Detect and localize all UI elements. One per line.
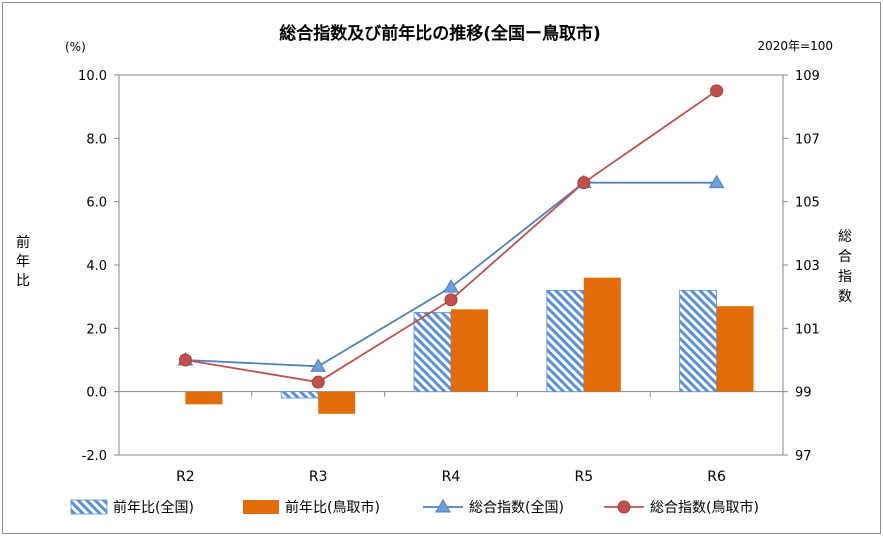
legend-marker xyxy=(435,499,451,513)
axis-label-char: 年 xyxy=(16,254,30,270)
point-triangle xyxy=(708,174,725,189)
bar xyxy=(185,391,223,405)
right-tick-label: 105 xyxy=(795,196,820,211)
point-triangle xyxy=(443,279,459,293)
bar xyxy=(583,277,621,392)
legend-label: 前年比(鳥取市) xyxy=(285,499,380,516)
point-circle xyxy=(311,375,325,389)
legend-swatch xyxy=(243,500,279,514)
category-label: R6 xyxy=(707,469,726,485)
right-tick-label: 99 xyxy=(795,386,812,401)
point-triangle xyxy=(310,358,327,372)
left-tick-label: -2.0 xyxy=(82,449,107,464)
legend-label: 前年比(全国) xyxy=(113,499,194,516)
left-tick-label: 8.0 xyxy=(86,132,107,147)
bar xyxy=(318,391,356,414)
legend-item: 前年比(全国) xyxy=(70,499,194,516)
right-tick-label: 101 xyxy=(795,322,820,337)
point-circle xyxy=(710,84,724,98)
bar xyxy=(546,289,585,393)
bar xyxy=(716,306,754,392)
axis-label-char: 合 xyxy=(838,249,852,265)
bar xyxy=(451,309,488,392)
point-circle xyxy=(444,293,458,307)
point-circle xyxy=(577,176,591,190)
right-axis-note: 2020年=100 xyxy=(758,39,834,53)
bar xyxy=(679,289,717,393)
legend-label: 総合指数(全国) xyxy=(469,499,564,516)
right-tick-label: 107 xyxy=(795,132,820,147)
category-label: R4 xyxy=(442,469,461,485)
chart-title: 総合指数及び前年比の推移(全国ー鳥取市) xyxy=(279,23,601,44)
right-tick-label: 97 xyxy=(795,449,812,464)
left-axis-unit: (%) xyxy=(65,40,86,54)
left-tick-label: 2.0 xyxy=(86,322,107,337)
right-tick-label: 103 xyxy=(795,259,820,274)
legend-marker xyxy=(617,500,631,514)
left-tick-label: 10.0 xyxy=(78,69,107,84)
chart: 総合指数及び前年比の推移(全国ー鳥取市) (%) 2020年=100 前年比 総… xyxy=(16,23,852,516)
left-tick-label: 4.0 xyxy=(86,259,107,274)
point-circle xyxy=(178,353,192,367)
legend-item: 前年比(鳥取市) xyxy=(243,499,380,516)
legend-label: 総合指数(鳥取市) xyxy=(650,499,759,516)
right-axis-label-chars: 総合指数 xyxy=(838,229,852,305)
legend: 前年比(全国) 前年比(鳥取市) 総合指数(全国) 総合指数(鳥取市) xyxy=(70,499,759,516)
axis-label-char: 総 xyxy=(838,229,852,245)
category-label: R2 xyxy=(176,469,195,485)
plot-area: 10.0 8.0 6.0 4.0 2.0 0.0 -2.0 109 107 105 103 101 99… xyxy=(78,69,820,485)
left-tick-label: 6.0 xyxy=(86,196,107,211)
bar xyxy=(413,312,452,393)
axis-label-char: 指 xyxy=(838,269,852,285)
axis-label-char: 前 xyxy=(16,234,30,251)
legend-item: 総合指数(鳥取市) xyxy=(604,499,759,516)
legend-swatch xyxy=(70,499,108,515)
axis-label-char: 比 xyxy=(16,273,30,289)
category-label: R3 xyxy=(309,469,328,485)
right-tick-label: 109 xyxy=(795,69,820,84)
category-label: R5 xyxy=(574,469,593,485)
left-axis-label-chars: 前年比 xyxy=(16,234,30,289)
bar xyxy=(280,391,319,399)
left-tick-label: 0.0 xyxy=(86,386,107,401)
axis-label-char: 数 xyxy=(838,289,852,305)
legend-item: 総合指数(全国) xyxy=(423,499,564,516)
